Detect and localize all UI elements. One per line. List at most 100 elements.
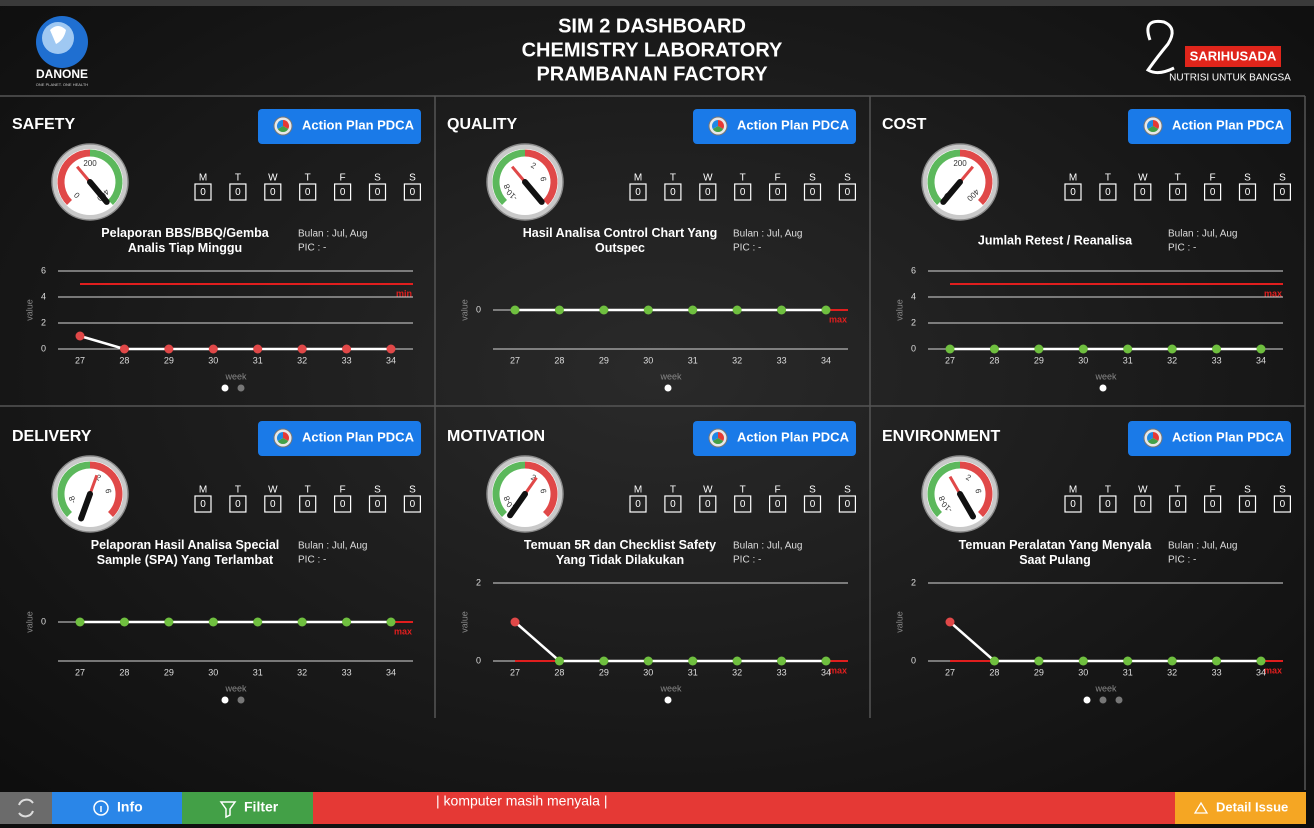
day-value: 0 — [810, 499, 816, 510]
period: Bulan : Jul, Aug — [298, 229, 368, 240]
x-axis-label: week — [659, 371, 682, 381]
day-value: 0 — [410, 499, 416, 510]
day-value: 0 — [1070, 499, 1076, 510]
button-icon — [1147, 126, 1159, 133]
gauge-band — [57, 149, 91, 205]
filter-button[interactable] — [182, 792, 313, 824]
button-bg[interactable] — [693, 109, 856, 144]
day-value: 0 — [1245, 187, 1251, 198]
data-point — [1167, 344, 1177, 354]
day-label: T — [740, 485, 746, 496]
day-label: S — [1244, 173, 1251, 184]
day-box — [299, 183, 317, 201]
action-plan-button[interactable]: Action Plan PDCA — [258, 109, 421, 144]
day-box — [1099, 495, 1117, 513]
button-label[interactable]: Action Plan PDCA — [737, 429, 850, 444]
data-point — [297, 617, 307, 627]
period: Bulan : Jul, Aug — [298, 541, 368, 552]
button-icon — [277, 126, 289, 133]
y-tick-label: 6 — [911, 265, 916, 275]
info-button[interactable] — [52, 792, 182, 824]
action-plan-button[interactable]: Action Plan PDCA — [1128, 421, 1291, 456]
button-icon — [718, 432, 724, 441]
gauge-tick-label: 6 — [973, 488, 983, 494]
data-point — [208, 617, 218, 627]
button-label[interactable]: Action Plan PDCA — [737, 117, 850, 132]
x-tick-label: 33 — [777, 355, 787, 365]
button-bg[interactable] — [258, 421, 421, 456]
page-dot[interactable] — [1083, 696, 1091, 704]
data-point — [643, 656, 653, 666]
day-label: T — [1175, 485, 1181, 496]
data-point — [989, 656, 999, 666]
page-dot[interactable] — [1099, 384, 1107, 392]
gauge-band — [89, 149, 123, 205]
day-box — [334, 495, 352, 513]
day-box — [1273, 183, 1292, 201]
day-box — [368, 183, 387, 201]
data-point — [688, 305, 698, 315]
button-bg[interactable] — [258, 109, 421, 144]
button-label[interactable]: Action Plan PDCA — [1172, 117, 1285, 132]
button-bg[interactable] — [1128, 421, 1291, 456]
page-dot[interactable] — [1099, 696, 1107, 704]
x-tick-label: 32 — [1167, 667, 1177, 677]
day-value: 0 — [305, 499, 311, 510]
button-label[interactable]: Action Plan PDCA — [1172, 429, 1285, 444]
button-icon — [1147, 432, 1153, 441]
x-tick-label: 31 — [253, 355, 263, 365]
page-dot[interactable] — [221, 384, 229, 392]
x-tick-label: 33 — [1212, 667, 1222, 677]
day-label: S — [809, 173, 816, 184]
reference-label: max — [829, 314, 847, 324]
data-point — [1034, 344, 1044, 354]
page-dot[interactable] — [1115, 696, 1123, 704]
refresh-button[interactable] — [0, 792, 52, 824]
x-axis-label: week — [659, 683, 682, 693]
page-dot[interactable] — [237, 384, 245, 392]
detail-button[interactable] — [1175, 792, 1306, 824]
data-point — [164, 344, 174, 354]
data-point — [253, 617, 263, 627]
filter-label[interactable]: Filter — [244, 799, 279, 815]
page-dot[interactable] — [221, 696, 229, 704]
day-box — [1169, 183, 1187, 201]
day-value: 0 — [845, 187, 851, 198]
data-point — [1123, 344, 1133, 354]
button-icon — [1147, 438, 1159, 445]
page-dot[interactable] — [237, 696, 245, 704]
logo-name: DANONE — [36, 67, 88, 81]
page-dot[interactable] — [664, 384, 672, 392]
day-box — [664, 495, 682, 513]
gauge-band — [959, 461, 993, 517]
data-point — [75, 617, 85, 627]
action-plan-button[interactable]: Action Plan PDCA — [693, 109, 856, 144]
action-plan-button[interactable]: Action Plan PDCA — [1128, 109, 1291, 144]
x-tick-label: 34 — [386, 355, 396, 365]
action-plan-button[interactable]: Action Plan PDCA — [258, 421, 421, 456]
detail-label[interactable]: Detail Issue — [1216, 799, 1288, 814]
day-label: T — [1175, 173, 1181, 184]
x-tick-label: 31 — [688, 667, 698, 677]
page-dot[interactable] — [664, 696, 672, 704]
day-label: T — [740, 173, 746, 184]
day-label: M — [634, 173, 642, 184]
day-label: S — [1279, 485, 1286, 496]
data-point — [75, 331, 85, 341]
button-bg[interactable] — [1128, 109, 1291, 144]
gauge-band — [492, 461, 526, 517]
button-label[interactable]: Action Plan PDCA — [302, 429, 415, 444]
button-label[interactable]: Action Plan PDCA — [302, 117, 415, 132]
data-point — [945, 344, 955, 354]
y-axis-label: value — [24, 299, 34, 321]
action-plan-button[interactable]: Action Plan PDCA — [693, 421, 856, 456]
data-point — [643, 305, 653, 315]
day-value: 0 — [845, 499, 851, 510]
data-point — [777, 656, 787, 666]
metric-name: Jumlah Retest / Reanalisa — [978, 233, 1133, 247]
data-point — [599, 305, 609, 315]
info-label[interactable]: Info — [117, 799, 143, 815]
y-tick-label: 2 — [911, 577, 916, 587]
day-box — [229, 495, 247, 513]
button-bg[interactable] — [693, 421, 856, 456]
